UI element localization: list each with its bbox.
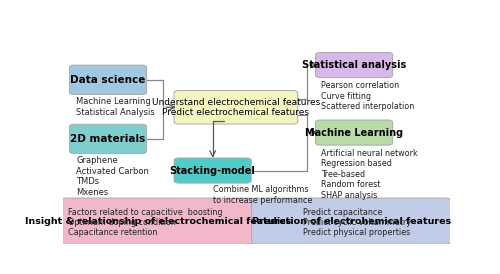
FancyBboxPatch shape (316, 120, 392, 145)
FancyBboxPatch shape (252, 198, 451, 244)
FancyBboxPatch shape (174, 158, 251, 183)
Text: Machine Learning: Machine Learning (305, 128, 403, 138)
Text: Prediction of electrohemical features: Prediction of electrohemical features (252, 217, 451, 226)
Text: Pearson correlation
Curve fitting
Scattered interpolation: Pearson correlation Curve fitting Scatte… (322, 81, 414, 111)
Text: Stacking-model: Stacking-model (170, 165, 256, 176)
Text: Graphene
Activated Carbon
TMDs
Mxenes: Graphene Activated Carbon TMDs Mxenes (76, 156, 149, 196)
Text: Understand electrochemical features
Predict electrochemical features: Understand electrochemical features Pred… (152, 98, 320, 117)
Text: Machine Learning
Statistical Analysis: Machine Learning Statistical Analysis (76, 97, 155, 117)
FancyBboxPatch shape (70, 124, 146, 153)
FancyBboxPatch shape (70, 65, 146, 95)
Text: 2D materials: 2D materials (70, 134, 146, 144)
FancyBboxPatch shape (316, 53, 392, 78)
FancyBboxPatch shape (174, 90, 298, 124)
Text: Data science: Data science (70, 75, 146, 85)
FancyBboxPatch shape (62, 198, 255, 244)
Text: Insight & relationship of electrochemical features: Insight & relationship of electrochemica… (26, 217, 291, 226)
Text: Combine ML algorithms
to increase performance: Combine ML algorithms to increase perfor… (213, 185, 312, 205)
Text: Artificial neural network
Regression based
Tree-based
Random forest
SHAP analysi: Artificial neural network Regression bas… (322, 149, 418, 199)
Text: Statistical analysis: Statistical analysis (302, 60, 406, 70)
Text: Predict capacitance
Predict cyclic voltammetry
Predict physical properties: Predict capacitance Predict cyclic volta… (303, 208, 411, 237)
Text: Factors related to capacitive  boosting
Optimum doping condition
Capacitance ret: Factors related to capacitive boosting O… (68, 208, 223, 237)
